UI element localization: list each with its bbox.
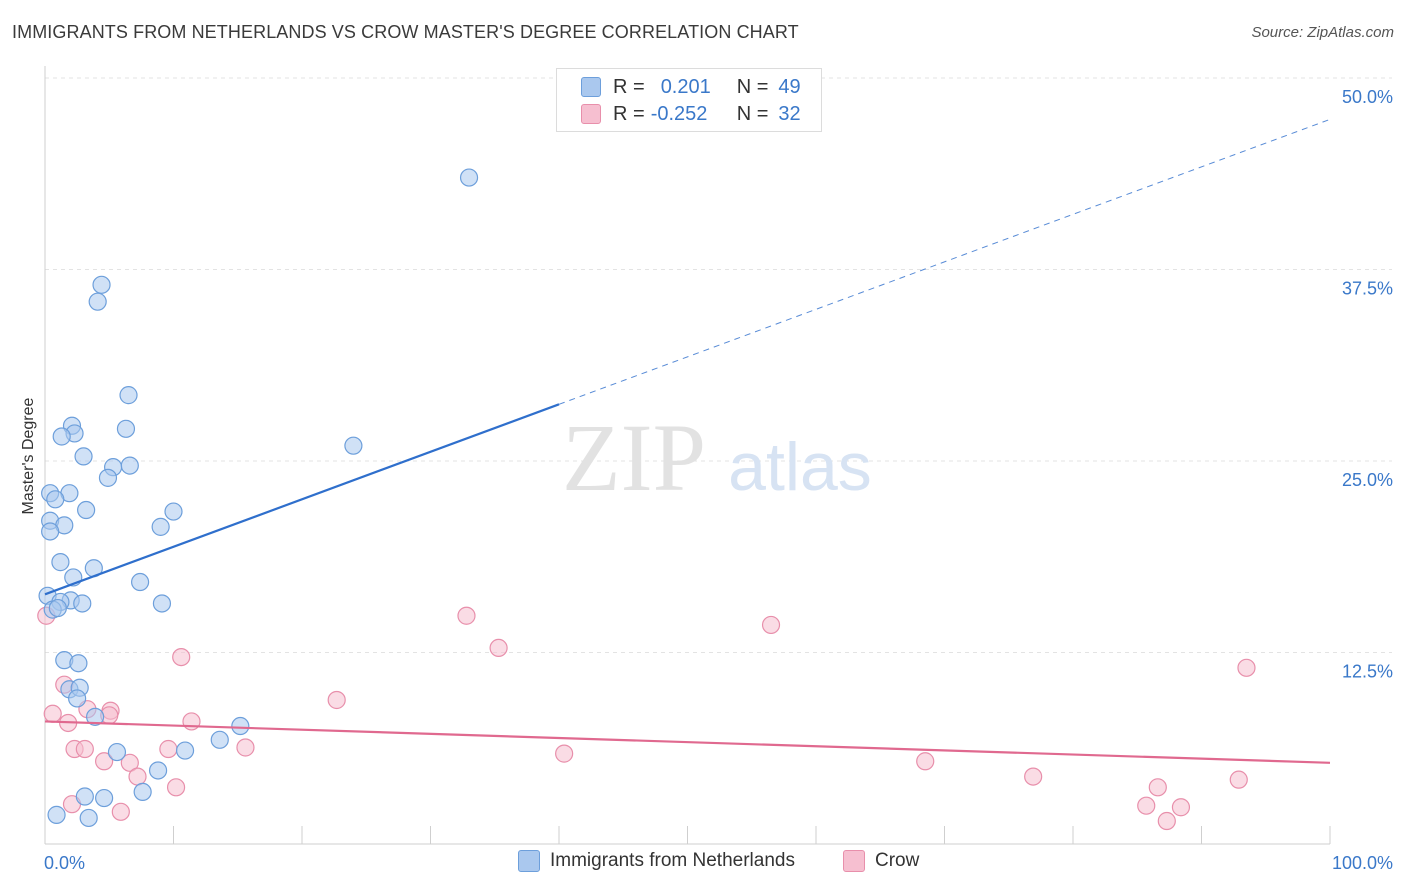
y-tick-label: 12.5% xyxy=(1342,662,1393,682)
netherlands-point xyxy=(151,517,170,536)
y-tick-label: 50.0% xyxy=(1342,87,1393,107)
netherlands-point xyxy=(120,456,139,475)
legend-r-value: -0.252 xyxy=(650,102,708,125)
series-legend-netherlands[interactable]: Immigrants from Netherlands xyxy=(518,850,795,872)
watermark-zip: ZIP xyxy=(562,404,706,511)
netherlands-point xyxy=(98,468,118,487)
crow-point xyxy=(172,647,191,667)
crow-point xyxy=(120,753,139,772)
crow-point xyxy=(1024,767,1043,786)
netherlands-point xyxy=(69,654,88,673)
netherlands-point xyxy=(79,808,98,828)
y-axis-label: Master's Degree xyxy=(20,397,37,514)
netherlands-point xyxy=(459,168,479,187)
crow-point xyxy=(1229,770,1248,789)
y-tick-label: 37.5% xyxy=(1342,279,1393,299)
legend-r-label: R = xyxy=(613,75,645,98)
netherlands-point xyxy=(47,805,66,824)
netherlands-point xyxy=(73,594,92,613)
legend-swatch-blue xyxy=(581,77,601,97)
netherlands-point xyxy=(74,447,93,466)
trend-lines xyxy=(44,118,1331,764)
netherlands-point xyxy=(92,275,111,294)
crow-point xyxy=(43,704,62,723)
legend-n-value: 32 xyxy=(778,102,801,125)
legend-row-netherlands: R = 0.201 N = 49 xyxy=(581,74,801,100)
netherlands-point xyxy=(175,741,195,760)
crow-point xyxy=(111,802,130,821)
watermark: ZIP atlas xyxy=(562,404,872,511)
crow-points xyxy=(37,606,1256,831)
tick-labels: 12.5% 25.0% 37.5% 50.0% 0.0% 100.0% xyxy=(44,87,1393,873)
crow-point xyxy=(166,778,186,797)
source-credit: Source: ZipAtlas.com xyxy=(1251,24,1394,41)
series-legend: Immigrants from Netherlands Crow xyxy=(0,850,1406,880)
crow-point xyxy=(1148,778,1167,797)
crow-point xyxy=(489,638,508,658)
legend-row-crow: R = -0.252 N = 32 xyxy=(581,101,801,127)
netherlands-point xyxy=(46,490,65,509)
legend-n-value: 49 xyxy=(778,75,801,98)
crow-point xyxy=(128,767,147,786)
legend-swatch-pink xyxy=(581,104,601,124)
crow-point xyxy=(327,690,346,710)
legend-n-label: N = xyxy=(736,102,769,125)
y-tick-label: 25.0% xyxy=(1342,470,1393,490)
netherlands-point xyxy=(88,292,107,311)
series-swatch-pink xyxy=(843,850,865,872)
crow-point xyxy=(761,615,781,635)
netherlands-point xyxy=(210,730,229,749)
crow-point xyxy=(1137,796,1156,815)
netherlands-trend-line xyxy=(44,403,560,596)
grid-lines xyxy=(45,77,1392,653)
netherlands-point xyxy=(75,787,94,806)
netherlands-point xyxy=(86,707,105,726)
x-tick-label: 0.0% xyxy=(44,853,85,873)
legend-r-value: 0.201 xyxy=(660,75,711,98)
netherlands-point xyxy=(116,419,136,438)
netherlands-point xyxy=(152,594,172,613)
netherlands-point xyxy=(77,500,96,520)
netherlands-point xyxy=(68,689,87,708)
crow-point xyxy=(916,752,935,771)
x-tick-label: 100.0% xyxy=(1332,853,1393,873)
series-name: Immigrants from Netherlands xyxy=(550,850,795,871)
crow-point xyxy=(75,739,94,759)
netherlands-point xyxy=(48,598,67,618)
crow-point xyxy=(1157,811,1176,831)
series-name: Crow xyxy=(875,850,920,871)
correlation-legend: R = 0.201 N = 49 R = -0.252 N = 32 xyxy=(556,68,822,132)
netherlands-point xyxy=(231,716,250,736)
netherlands-point xyxy=(107,742,127,762)
crow-point xyxy=(1171,798,1191,817)
netherlands-point xyxy=(133,782,152,802)
crow-point xyxy=(159,739,178,759)
crow-point xyxy=(1237,658,1256,677)
series-legend-crow[interactable]: Crow xyxy=(843,850,919,872)
netherlands-point xyxy=(344,436,363,455)
netherlands-point xyxy=(119,386,138,405)
netherlands-point xyxy=(51,553,70,572)
netherlands-point xyxy=(52,427,71,446)
netherlands-points xyxy=(38,168,479,828)
crow-point xyxy=(236,738,255,757)
netherlands-point xyxy=(41,522,60,541)
watermark-atlas: atlas xyxy=(728,429,872,505)
netherlands-point xyxy=(164,502,183,521)
chart-title: IMMIGRANTS FROM NETHERLANDS VS CROW MAST… xyxy=(12,22,799,42)
crow-point xyxy=(95,752,114,771)
crow-point xyxy=(555,744,574,763)
legend-n-label: N = xyxy=(736,75,769,98)
netherlands-point xyxy=(148,761,168,780)
crow-trend-line xyxy=(44,720,1331,764)
legend-r-label: R = xyxy=(613,102,645,125)
netherlands-point xyxy=(95,788,114,808)
netherlands-point xyxy=(130,572,150,592)
netherlands-trend-extension xyxy=(558,118,1331,405)
series-swatch-blue xyxy=(518,850,540,872)
crow-point xyxy=(457,606,476,625)
